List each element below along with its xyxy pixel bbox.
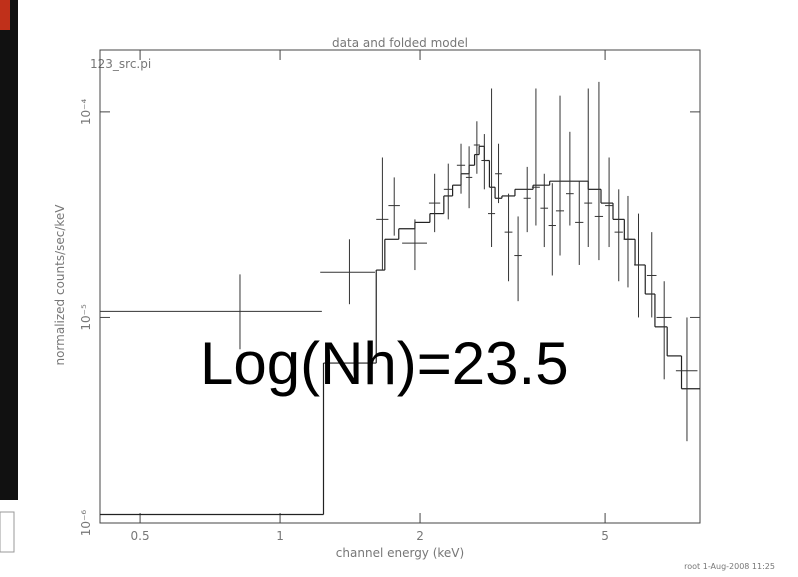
side-box — [0, 511, 15, 553]
y-axis-label: normalized counts/sec/keV — [53, 204, 67, 366]
plot-frame — [99, 49, 701, 524]
x-tick-label: 5 — [601, 529, 609, 543]
x-tick-label: 0.5 — [131, 529, 150, 543]
x-tick-label: 1 — [276, 529, 284, 543]
side-accent — [0, 0, 10, 30]
x-axis-label: channel energy (keV) — [336, 546, 464, 560]
footer: root 1-Aug-2008 11:25 — [684, 562, 775, 571]
y-tick-label: 10⁻⁴ — [79, 98, 93, 125]
chart-title: data and folded model — [332, 36, 468, 50]
y-tick-label: 10⁻⁵ — [79, 304, 93, 331]
x-tick-label: 2 — [416, 529, 424, 543]
y-tick-label: 10⁻⁶ — [79, 510, 93, 537]
subtitle: 123_src.pi — [90, 57, 151, 71]
side-strip — [0, 0, 18, 500]
annotation: Log(Nh)=23.5 — [200, 330, 569, 397]
